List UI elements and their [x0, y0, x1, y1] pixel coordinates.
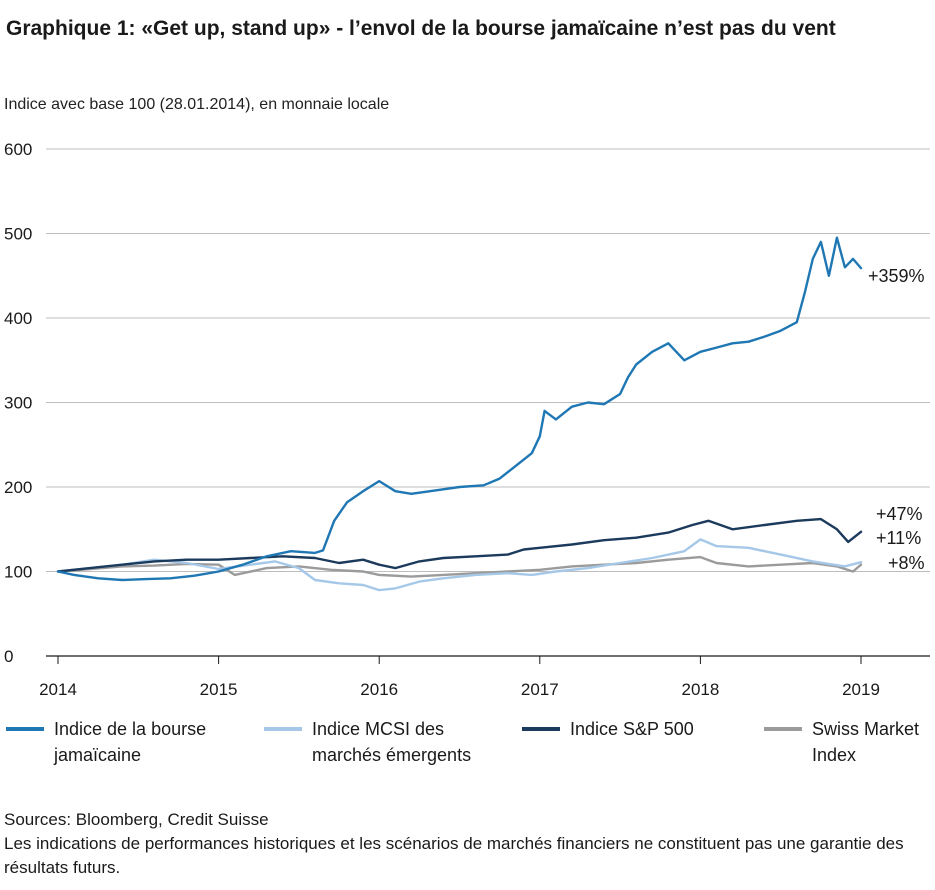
end-labels: +359% +47% +11% +8%	[868, 266, 925, 573]
legend-label-msci: Indice MCSI des marchés émergents	[312, 716, 471, 768]
end-label-3: +8%	[888, 553, 925, 573]
legend-label-jamaica: Indice de la bourse jamaïcaine	[54, 716, 206, 768]
legend-item-msci: Indice MCSI des marchés émergents	[264, 716, 471, 768]
legend-item-sp500: Indice S&P 500	[522, 716, 694, 742]
legend-label-smi-line1: Swiss Market	[812, 719, 920, 739]
legend-label-jamaica-line1: Indice de la bourse	[54, 719, 207, 739]
legend-swatch-jamaica	[6, 727, 44, 731]
x-tick-label-2016: 2016	[360, 680, 398, 699]
series-line-1	[56, 538, 863, 592]
line-chart: 0 100 200 300 400 500 600 2014 2015 2016 2017 2018 2…	[4, 140, 930, 699]
legend-label-jamaica-line2: jamaïcaine	[54, 745, 142, 765]
disclaimer-text: Les indications de performances historiq…	[4, 834, 904, 877]
gridlines	[46, 148, 930, 572]
legend-label-msci-line1: Indice MCSI des	[312, 719, 445, 739]
x-tick-label-2018: 2018	[681, 680, 719, 699]
legend: Indice de la bourse jamaïcaine Indice MC…	[0, 716, 935, 776]
end-label-2: +47%	[876, 504, 923, 524]
x-tick-label-2014: 2014	[39, 680, 77, 699]
axes: 0 100 200 300 400 500 600 2014 2015 2016 2017 2018 2…	[4, 140, 930, 699]
footer: Sources: Bloomberg, Credit Suisse Les in…	[4, 808, 929, 880]
y-tick-label-300: 300	[4, 394, 32, 413]
legend-label-msci-line2: marchés émergents	[312, 745, 472, 765]
y-tick-label-0: 0	[4, 647, 13, 666]
end-label-0: +359%	[868, 266, 925, 286]
series-lines	[56, 236, 863, 592]
legend-swatch-smi	[764, 727, 802, 731]
y-tick-label-200: 200	[4, 478, 32, 497]
end-label-1: +11%	[876, 528, 921, 548]
legend-item-jamaica: Indice de la bourse jamaïcaine	[6, 716, 206, 768]
y-tick-label-400: 400	[4, 309, 32, 328]
legend-item-smi: Swiss Market Index	[764, 716, 919, 768]
legend-swatch-msci	[264, 727, 302, 731]
y-tick-label-100: 100	[4, 563, 32, 582]
chart-title: Graphique 1: «Get up, stand up» - l’envo…	[6, 17, 836, 40]
legend-label-sp500-line1: Indice S&P 500	[570, 719, 694, 739]
series-line-3	[56, 555, 863, 578]
legend-label-sp500: Indice S&P 500	[570, 716, 694, 742]
x-tick-label-2017: 2017	[521, 680, 559, 699]
legend-swatch-sp500	[522, 727, 560, 731]
x-tick-label-2015: 2015	[200, 680, 238, 699]
sources-text: Sources: Bloomberg, Credit Suisse	[4, 810, 269, 829]
series-line-2	[56, 517, 863, 573]
chart-subtitle: Indice avec base 100 (28.01.2014), en mo…	[4, 96, 390, 113]
series-line-0	[56, 236, 863, 582]
legend-label-smi: Swiss Market Index	[812, 716, 919, 768]
y-tick-label-500: 500	[4, 225, 32, 244]
x-tick-label-2019: 2019	[842, 680, 880, 699]
y-tick-label-600: 600	[4, 140, 32, 159]
legend-label-smi-line2: Index	[812, 745, 857, 765]
